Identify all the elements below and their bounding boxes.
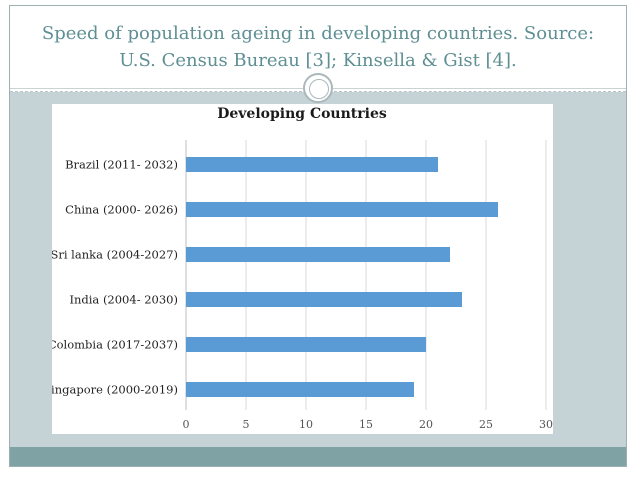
category-label: China (2000- 2026) bbox=[65, 203, 178, 217]
x-tick-label: 20 bbox=[419, 418, 433, 431]
x-tick-label: 25 bbox=[479, 418, 493, 431]
category-label: Singapore (2000-2019) bbox=[52, 383, 178, 397]
slide-title: Speed of population ageing in developing… bbox=[10, 6, 626, 88]
category-label: Colombia (2017-2037) bbox=[52, 338, 178, 352]
bar bbox=[186, 337, 426, 352]
chart-title: Developing Countries bbox=[217, 106, 387, 122]
bar bbox=[186, 382, 414, 397]
bar bbox=[186, 202, 498, 217]
x-tick-label: 0 bbox=[183, 418, 190, 431]
slide-title-text: Speed of population ageing in developing… bbox=[30, 20, 606, 74]
x-tick-label: 10 bbox=[299, 418, 313, 431]
slide-title-line-1: Speed of population ageing in developing… bbox=[41, 23, 595, 44]
bottom-band bbox=[10, 447, 626, 466]
bar bbox=[186, 292, 462, 307]
chart-panel: Developing Countries 0 5 10 15 20 25 30 Brazil (… bbox=[52, 104, 553, 434]
x-tick-label: 30 bbox=[539, 418, 553, 431]
slide-title-line-2: U.S. Census Bureau [3]; Kinsella & Gist … bbox=[119, 50, 517, 71]
circle-ornament-icon bbox=[303, 73, 333, 103]
bar bbox=[186, 247, 450, 262]
category-label: Brazil (2011- 2032) bbox=[65, 158, 178, 172]
bar-chart: Developing Countries 0 5 10 15 20 25 30 Brazil (… bbox=[52, 106, 553, 431]
category-label: Sri lanka (2004-2027) bbox=[52, 248, 178, 262]
x-tick-label: 15 bbox=[359, 418, 373, 431]
x-tick-label: 5 bbox=[243, 418, 250, 431]
category-label: India (2004- 2030) bbox=[69, 293, 178, 307]
bar bbox=[186, 157, 438, 172]
